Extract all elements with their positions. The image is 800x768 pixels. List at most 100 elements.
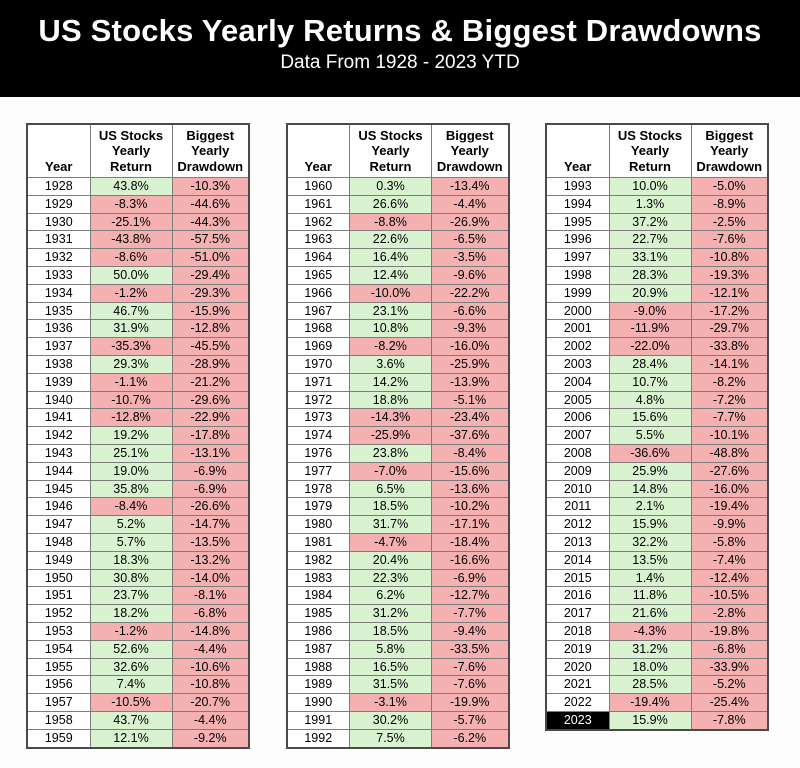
table-row: 1988 16.5% -7.6% — [286, 657, 509, 677]
year-cell: 1977 — [286, 461, 350, 481]
table-row: 2010 14.8% -16.0% — [545, 479, 769, 499]
drawdown-cell: -8.2% — [690, 372, 769, 392]
year-cell: 1990 — [286, 693, 350, 712]
drawdown-cell: -13.6% — [431, 479, 509, 499]
year-cell: 1987 — [286, 639, 350, 659]
year-cell: 1974 — [286, 426, 350, 445]
table-row: 1947 5.2% -14.7% — [26, 515, 250, 534]
return-cell: 5.5% — [608, 426, 692, 445]
table-row: 1968 10.8% -9.3% — [286, 319, 509, 339]
table-row: 1958 43.7% -4.4% — [26, 710, 250, 730]
drawdown-cell: -19.9% — [431, 693, 509, 712]
year-cell: 1947 — [26, 515, 91, 534]
return-cell: -25.9% — [349, 426, 432, 445]
return-cell: 31.7% — [349, 515, 432, 534]
drawdown-cell: -12.8% — [171, 319, 250, 339]
return-cell: 31.9% — [89, 319, 173, 339]
drawdown-cell: -16.0% — [690, 479, 769, 499]
year-cell: 2023 — [545, 710, 610, 731]
year-cell: 1933 — [26, 265, 91, 285]
return-cell: 18.3% — [89, 550, 173, 570]
drawdown-cell: -19.8% — [690, 621, 769, 641]
table-row: 1982 20.4% -16.6% — [286, 550, 509, 570]
drawdown-cell: -25.4% — [690, 693, 769, 712]
table-row: 1990 -3.1% -19.9% — [286, 693, 509, 712]
table-row: 1986 18.5% -9.4% — [286, 621, 509, 641]
return-cell: -36.6% — [608, 443, 692, 463]
return-cell: 14.8% — [608, 479, 692, 499]
year-cell: 2005 — [545, 390, 610, 410]
drawdown-cell: -5.2% — [690, 675, 769, 695]
table-row: 1943 25.1% -13.1% — [26, 443, 250, 463]
table-row: 2004 10.7% -8.2% — [545, 372, 769, 392]
return-cell: 15.9% — [608, 515, 692, 534]
drawdown-cell: -19.4% — [690, 497, 769, 517]
return-cell: -8.8% — [349, 212, 432, 232]
year-cell: 2012 — [545, 515, 610, 534]
drawdown-cell: -10.8% — [171, 675, 250, 695]
drawdown-cell: -29.3% — [171, 283, 250, 303]
year-cell: 1932 — [26, 248, 91, 267]
drawdown-cell: -10.5% — [690, 586, 769, 606]
drawdown-cell: -7.8% — [690, 710, 769, 731]
drawdown-cell: -7.6% — [431, 657, 509, 677]
return-cell: 52.6% — [89, 639, 173, 659]
drawdown-cell: -12.1% — [690, 283, 769, 303]
table-row: 1983 22.3% -6.9% — [286, 568, 509, 588]
year-cell: 2015 — [545, 568, 610, 588]
year-cell: 1971 — [286, 372, 350, 392]
year-cell: 2019 — [545, 639, 610, 659]
year-cell: 2016 — [545, 586, 610, 606]
drawdown-cell: -44.6% — [171, 194, 250, 214]
drawdown-cell: -16.0% — [431, 337, 509, 356]
table-row: 1999 20.9% -12.1% — [545, 283, 769, 303]
drawdown-cell: -5.7% — [431, 710, 509, 730]
return-cell: 18.0% — [608, 657, 692, 677]
drawdown-cell: -6.9% — [171, 461, 250, 481]
table-row: 1951 23.7% -8.1% — [26, 586, 250, 606]
return-cell: -1.2% — [89, 283, 173, 303]
table-row: 1945 35.8% -6.9% — [26, 479, 250, 499]
return-cell: -19.4% — [608, 693, 692, 712]
year-cell: 1935 — [26, 301, 91, 321]
table-row: 2001 -11.9% -29.7% — [545, 319, 769, 339]
year-cell: 1968 — [286, 319, 350, 339]
return-cell: 28.4% — [608, 354, 692, 374]
return-cell: -14.3% — [349, 408, 432, 428]
table-row: 1977 -7.0% -15.6% — [286, 461, 509, 481]
year-cell: 2004 — [545, 372, 610, 392]
return-cell: 35.8% — [89, 479, 173, 499]
drawdown-cell: -29.6% — [171, 390, 250, 410]
table-row: 1984 6.2% -12.7% — [286, 586, 509, 606]
year-cell: 1996 — [545, 230, 610, 250]
table-row: 2008 -36.6% -48.8% — [545, 443, 769, 463]
year-cell: 1973 — [286, 408, 350, 428]
drawdown-cell: -28.9% — [171, 354, 250, 374]
return-cell: 10.7% — [608, 372, 692, 392]
table-row: 1932 -8.6% -51.0% — [26, 248, 250, 267]
table-row: 1992 7.5% -6.2% — [286, 728, 509, 749]
year-cell: 1943 — [26, 443, 91, 463]
table-row: 1966 -10.0% -22.2% — [286, 283, 509, 303]
year-cell: 1934 — [26, 283, 91, 303]
drawdown-cell: -33.5% — [431, 639, 509, 659]
year-cell: 2020 — [545, 657, 610, 677]
year-cell: 1992 — [286, 728, 350, 749]
drawdown-column-header: Biggest Yearly Drawdown — [431, 123, 509, 178]
table-row: 1942 19.2% -17.8% — [26, 426, 250, 445]
year-cell: 2021 — [545, 675, 610, 695]
year-cell: 1961 — [286, 194, 350, 214]
drawdown-cell: -9.6% — [431, 265, 509, 285]
table-row: 1978 6.5% -13.6% — [286, 479, 509, 499]
header-row: Year US Stocks Yearly Return Biggest Yearl… — [286, 123, 509, 178]
table-row: 1939 -1.1% -21.2% — [26, 372, 250, 392]
return-cell: 1.4% — [608, 568, 692, 588]
return-cell: 22.3% — [349, 568, 432, 588]
drawdown-cell: -7.6% — [690, 230, 769, 250]
year-cell: 2013 — [545, 532, 610, 552]
table-row: 1997 33.1% -10.8% — [545, 248, 769, 267]
drawdown-cell: -16.6% — [431, 550, 509, 570]
drawdown-cell: -51.0% — [171, 248, 250, 267]
returns-table-1928-1959: Year US Stocks Yearly Return Biggest Yearl… — [26, 123, 250, 749]
drawdown-cell: -25.9% — [431, 354, 509, 374]
